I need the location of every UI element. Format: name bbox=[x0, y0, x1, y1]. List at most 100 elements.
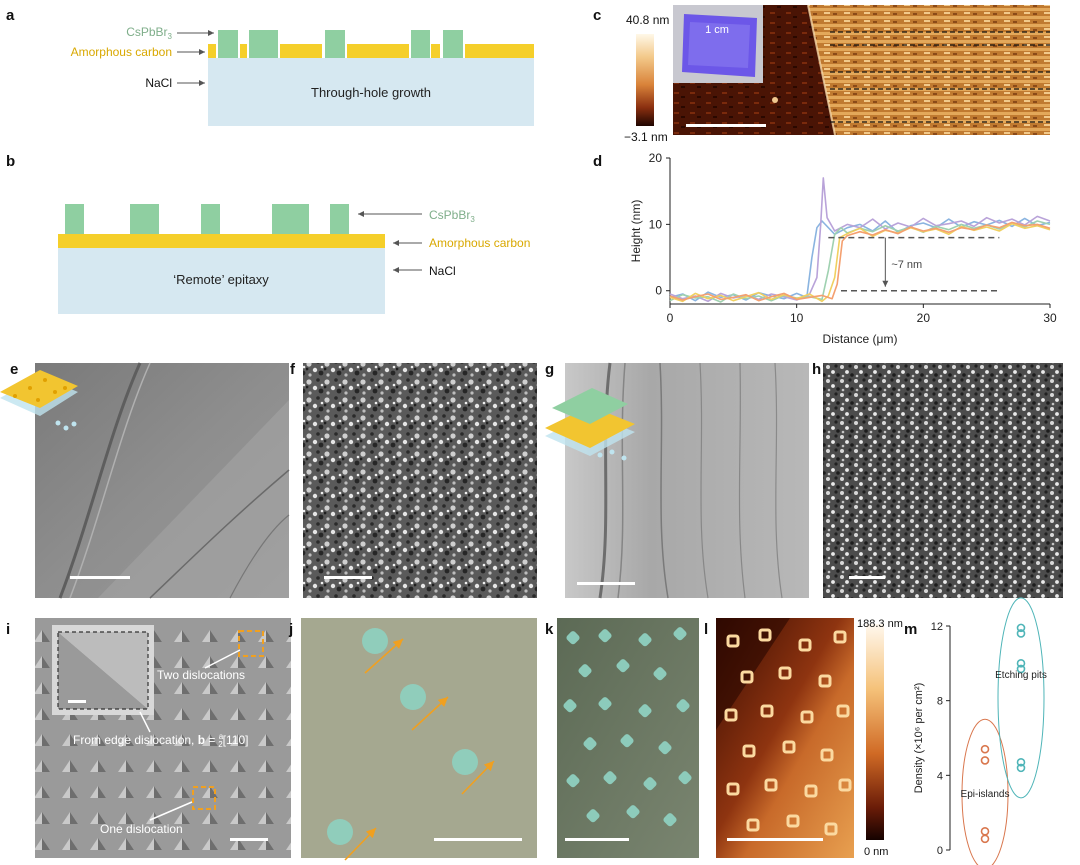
chart-m-point bbox=[1016, 659, 1026, 668]
chart-m: 0 4 8 12 Epi-islands Etching pits Density (×… bbox=[913, 597, 1047, 865]
chart-m-point bbox=[1016, 629, 1026, 638]
scale-bar-j bbox=[434, 838, 522, 841]
chart-d-series-5 bbox=[669, 221, 1051, 302]
scale-bar-e bbox=[70, 576, 130, 579]
annot-edge-dislocation: From edge dislocation, b = a 2[110] bbox=[73, 732, 248, 749]
image-e bbox=[35, 362, 290, 599]
label-carbon-a: Amorphous carbon bbox=[71, 45, 172, 59]
chart-m-point bbox=[1016, 763, 1026, 773]
chart-d-annotation: ~7 nm bbox=[891, 259, 922, 271]
chart-d-xtick-label: 20 bbox=[917, 311, 931, 325]
panel-label-l: l bbox=[704, 621, 708, 638]
colorbar-c-max: 40.8 nm bbox=[626, 13, 669, 27]
chart-m-point bbox=[980, 756, 990, 765]
chart-m-point bbox=[980, 834, 990, 844]
chart-d-ytick-label: 0 bbox=[655, 284, 662, 298]
chart-d-xlabel: Distance (μm) bbox=[823, 332, 898, 346]
inset-label-c: 1 cm bbox=[705, 24, 729, 36]
panel-label-h: h bbox=[812, 361, 821, 378]
panel-label-j: j bbox=[288, 621, 293, 638]
chart-m-legend-1: Epi-islands bbox=[961, 789, 1010, 800]
pointer-one bbox=[149, 801, 193, 821]
panel-label-m: m bbox=[904, 621, 917, 638]
chart-m-ytick-label: 4 bbox=[937, 770, 943, 782]
marker-one-dislocation bbox=[192, 786, 216, 810]
chart-m-group-ellipse-1 bbox=[961, 718, 1009, 865]
panel-label-k: k bbox=[545, 621, 554, 638]
label-nacl-a: NaCl bbox=[145, 76, 172, 90]
panel-label-f: f bbox=[290, 361, 296, 378]
panel-label-b: b bbox=[6, 153, 15, 170]
panel-label-c: c bbox=[593, 7, 601, 24]
chart-d-ytick-label: 10 bbox=[649, 217, 663, 231]
scale-bar-g bbox=[577, 582, 635, 585]
inset-photo-c bbox=[673, 5, 763, 83]
scale-bar-f bbox=[324, 576, 372, 579]
scale-bar-c bbox=[686, 124, 766, 127]
chart-m-point bbox=[1016, 623, 1026, 633]
marker-two-dislocations bbox=[238, 630, 264, 657]
panel-label-d: d bbox=[593, 153, 602, 170]
image-k bbox=[557, 618, 699, 858]
crystal-membrane-illustration-g bbox=[545, 388, 635, 461]
panel-label-a: a bbox=[6, 7, 15, 24]
chart-m-group-ellipse-2 bbox=[997, 597, 1045, 799]
carbon-layer-a bbox=[208, 44, 534, 58]
chart-m-ylabel: Density (×10⁶ per cm²) bbox=[913, 683, 925, 794]
chart-m-ytick-label: 8 bbox=[937, 696, 943, 708]
image-j bbox=[301, 618, 537, 861]
label-nacl-b: NaCl bbox=[429, 264, 456, 278]
label-cspbbr3-b: CsPbBr3 bbox=[429, 208, 475, 224]
image-g bbox=[565, 362, 809, 599]
substrate-text-b: ‘Remote’ epitaxy bbox=[173, 272, 269, 287]
scale-bar-k bbox=[565, 838, 629, 841]
scale-bar-l bbox=[727, 838, 823, 841]
image-f bbox=[303, 363, 537, 598]
substrate-text-a: Through-hole growth bbox=[311, 85, 431, 100]
scale-bar-h bbox=[849, 576, 885, 579]
nacl-substrate-a bbox=[208, 58, 534, 126]
colorbar-l bbox=[866, 624, 884, 840]
chart-d-xtick-label: 30 bbox=[1043, 311, 1057, 325]
pointer-two bbox=[204, 649, 241, 669]
chart-m-point bbox=[1016, 757, 1026, 767]
image-h bbox=[823, 363, 1063, 598]
inset-i bbox=[52, 625, 154, 715]
chart-d-series-2 bbox=[669, 177, 1051, 303]
chart-m-point bbox=[1016, 664, 1026, 674]
colorbar-c-min: −3.1 nm bbox=[624, 130, 668, 144]
panel-label-i: i bbox=[6, 621, 10, 638]
scale-bar-i bbox=[230, 838, 268, 841]
chart-d-ytick-label: 20 bbox=[649, 151, 663, 165]
crystals-b bbox=[65, 204, 349, 234]
chart-d-series-4 bbox=[669, 222, 1051, 303]
annot-one-dislocation: One dislocation bbox=[100, 822, 183, 836]
chart-d-xtick-label: 10 bbox=[790, 311, 804, 325]
chart-d-series-1 bbox=[669, 217, 1051, 302]
chart-m-point bbox=[980, 827, 990, 836]
chart-d-xtick-label: 0 bbox=[667, 311, 674, 325]
chart-d-ylabel: Height (nm) bbox=[629, 200, 643, 263]
chart-m-point bbox=[980, 744, 990, 754]
colorbar-c bbox=[636, 34, 654, 126]
pointer-edge bbox=[139, 711, 151, 733]
image-l bbox=[716, 618, 854, 858]
profile-lines-c bbox=[830, 31, 1050, 123]
chart-d-series-3 bbox=[669, 220, 1051, 303]
panel-label-g: g bbox=[545, 361, 554, 378]
chart-m-ytick-label: 12 bbox=[931, 621, 943, 633]
colorbar-l-max: 188.3 nm bbox=[857, 618, 903, 630]
chart-m-legend-2: Etching pits bbox=[995, 670, 1047, 681]
panel-label-e: e bbox=[10, 361, 18, 378]
label-cspbbr3-a: CsPbBr3 bbox=[126, 25, 172, 41]
chart-m-ytick-label: 0 bbox=[937, 845, 943, 857]
carbon-layer-b bbox=[58, 234, 385, 248]
annot-two-dislocations: Two dislocations bbox=[157, 668, 245, 682]
chart-d: 0 10 20 30 0 10 20 ~7 nm Height (nm) Distance … bbox=[629, 151, 1057, 346]
nacl-substrate-b bbox=[58, 248, 385, 314]
carbon-membrane-illustration-e bbox=[0, 370, 78, 431]
crystals-a bbox=[218, 30, 463, 58]
label-carbon-b: Amorphous carbon bbox=[429, 236, 530, 250]
colorbar-l-min: 0 nm bbox=[864, 846, 888, 858]
